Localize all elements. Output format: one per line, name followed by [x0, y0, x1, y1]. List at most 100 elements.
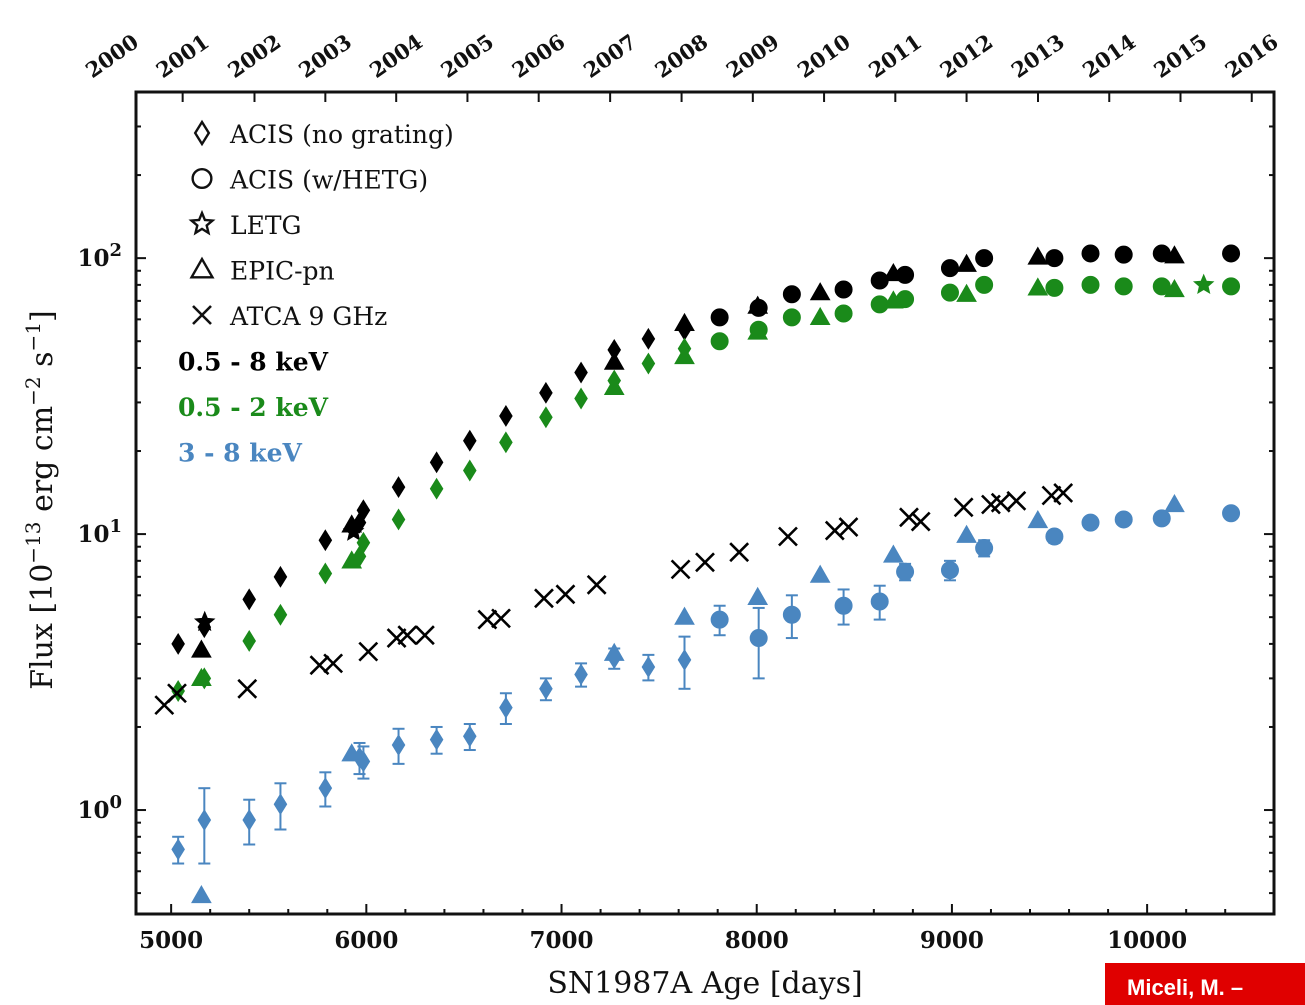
- data-point-diamond: [574, 663, 588, 686]
- radio-point-stroke: [1006, 490, 1027, 511]
- data-point-triangle: [1027, 509, 1049, 529]
- data-point-circle: [1114, 245, 1133, 264]
- legend-band-label: 0.5 - 2 keV: [178, 393, 329, 422]
- data-point-diamond: [273, 793, 288, 816]
- y-tick-label: 101: [77, 516, 122, 549]
- radio-point: [838, 517, 859, 538]
- radio-point-stroke: [838, 517, 859, 538]
- year-label: 2001: [151, 29, 213, 83]
- data-point-circle: [1081, 244, 1100, 263]
- legend-label: ATCA 9 GHz: [229, 302, 387, 331]
- radio-point-stroke: [237, 678, 258, 699]
- radio-point-stroke: [824, 520, 845, 541]
- series-7: [1192, 273, 1215, 295]
- series-10: [191, 493, 1185, 904]
- data-point-circle: [940, 283, 959, 302]
- series-radio: [154, 482, 1074, 716]
- year-label: 2014: [1078, 29, 1140, 83]
- year-label: 2003: [294, 29, 356, 83]
- data-point-circle: [1114, 277, 1133, 296]
- legend-triangle-icon: [189, 256, 215, 279]
- data-point-diamond: [574, 361, 588, 384]
- data-point-diamond: [356, 531, 371, 554]
- data-point-diamond: [171, 632, 185, 655]
- data-point-triangle: [883, 290, 904, 309]
- data-point-diamond: [391, 508, 406, 531]
- data-point-diamond: [318, 562, 333, 585]
- radio-point-stroke: [167, 683, 187, 704]
- radio-point: [414, 625, 435, 646]
- data-point-circle: [782, 308, 801, 327]
- legend-label: ACIS (w/HETG): [229, 166, 428, 195]
- axis-ticks: [136, 91, 1274, 914]
- radio-point: [358, 641, 379, 662]
- data-point-diamond: [242, 629, 257, 652]
- data-point-diamond: [462, 429, 477, 452]
- citation-banner: Miceli, M. –: [1105, 963, 1305, 1005]
- data-point-triangle: [674, 606, 695, 625]
- radio-point-stroke: [1041, 485, 1062, 506]
- data-point-triangle: [191, 667, 212, 686]
- data-point-diamond: [242, 809, 257, 831]
- legend-star-icon: [188, 209, 216, 236]
- data-point-diamond: [318, 777, 333, 800]
- radio-point-stroke: [534, 588, 554, 609]
- x-tick-labels: 5000 6000 7000 8000 9000 10000: [139, 927, 1187, 954]
- data-point-diamond: [462, 725, 477, 748]
- data-point-triangle: [341, 550, 363, 569]
- legend: ACIS (no grating) ACIS (w/HETG) LETG EPIC-p…: [178, 119, 454, 468]
- data-point-triangle: [674, 346, 695, 365]
- series-6: [191, 277, 1185, 686]
- radio-point: [534, 588, 554, 609]
- year-label: 2009: [721, 29, 783, 83]
- data-point-circle: [975, 275, 994, 294]
- data-point-triangle: [341, 743, 363, 762]
- data-point-circle: [834, 280, 853, 299]
- data-point-diamond: [462, 459, 477, 482]
- legend-label: LETG: [230, 211, 302, 240]
- data-point-triangle: [809, 306, 831, 326]
- x-tick-label: 5000: [139, 927, 203, 954]
- data-point-triangle: [747, 295, 769, 314]
- data-point-circle: [870, 592, 889, 611]
- data-point-circle: [1222, 244, 1241, 263]
- x-tick-label: 6000: [334, 927, 398, 954]
- year-label: 2007: [579, 29, 641, 83]
- series-9: [710, 504, 1241, 680]
- radio-point-stroke: [990, 492, 1011, 513]
- radio-point: [729, 542, 750, 563]
- data-point-circle: [940, 561, 959, 580]
- data-point-diamond: [429, 728, 444, 751]
- data-point-diamond: [171, 838, 185, 861]
- data-point-diamond: [429, 477, 444, 500]
- legend-label: ACIS (no grating): [229, 120, 454, 149]
- year-label: 2002: [223, 29, 285, 83]
- series-8: [171, 635, 692, 865]
- citation-text: Miceli, M. –: [1127, 975, 1244, 1000]
- radio-point-stroke: [309, 655, 330, 676]
- data-point-triangle: [191, 639, 212, 658]
- series-2: [191, 245, 1185, 658]
- radio-point: [397, 625, 418, 646]
- y-tick-label: 102: [77, 240, 122, 273]
- data-point-circle: [1222, 504, 1241, 523]
- data-point-diamond: [197, 809, 212, 831]
- year-label: 2015: [1149, 29, 1211, 83]
- radio-point-stroke: [670, 559, 691, 580]
- radio-point: [167, 683, 187, 704]
- data-point-circle: [1152, 509, 1171, 528]
- radio-point-stroke: [910, 511, 931, 532]
- radio-point-stroke: [477, 609, 498, 630]
- series-3: [193, 520, 365, 632]
- data-point-diamond: [318, 529, 333, 552]
- legend-circle-icon: [191, 167, 213, 190]
- data-point-diamond: [429, 451, 444, 474]
- data-point-star: [1192, 273, 1215, 295]
- data-point-diamond: [499, 431, 513, 454]
- data-point-star: [193, 610, 216, 632]
- data-point-triangle: [883, 544, 904, 563]
- year-label: 2010: [793, 29, 855, 83]
- radio-point-stroke: [953, 497, 974, 518]
- year-labels: 2000 2001 2002 2003 2004 2005 2006 2007 2008 2009…: [81, 29, 1283, 83]
- data-point-diamond: [641, 327, 656, 350]
